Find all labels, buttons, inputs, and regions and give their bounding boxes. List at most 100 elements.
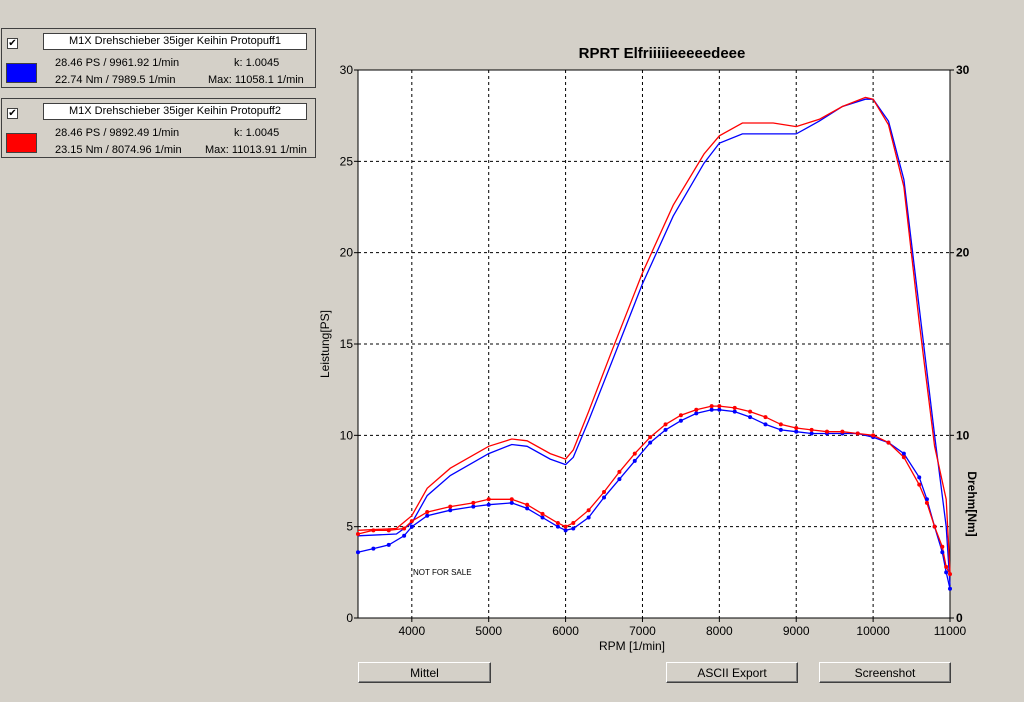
data-point xyxy=(563,528,568,533)
data-point xyxy=(778,422,783,427)
y2-tick-label: 10 xyxy=(956,428,970,442)
run-2-checkbox[interactable]: ✔ xyxy=(7,108,18,119)
y-tick-label: 25 xyxy=(340,154,354,168)
y-tick-label: 5 xyxy=(346,520,353,534)
data-point xyxy=(371,546,376,551)
data-point xyxy=(944,570,949,575)
data-point xyxy=(732,409,737,414)
data-point xyxy=(778,427,783,432)
data-point xyxy=(448,504,453,509)
data-point xyxy=(402,533,407,538)
x-tick-label: 11000 xyxy=(934,624,967,638)
data-point xyxy=(471,500,476,505)
run-1-power: 28.46 PS / 9961.92 1/min xyxy=(55,57,180,69)
run-2-k: k: 1.0045 xyxy=(234,127,280,139)
data-point xyxy=(586,508,591,513)
data-point xyxy=(924,497,929,502)
mittel-button[interactable]: Mittel xyxy=(358,662,491,683)
run-1-checkbox[interactable]: ✔ xyxy=(7,38,18,49)
data-point xyxy=(632,458,637,463)
data-point xyxy=(540,511,545,516)
data-point xyxy=(944,564,949,569)
x-tick-label: 9000 xyxy=(783,624,810,638)
data-point xyxy=(663,427,668,432)
run-1-name-field[interactable]: M1X Drehschieber 35iger Keihin Protopuff… xyxy=(43,33,307,50)
data-point xyxy=(901,451,906,456)
run-1-k: k: 1.0045 xyxy=(234,57,280,69)
data-point xyxy=(371,528,376,533)
run-1-color-swatch[interactable] xyxy=(6,63,37,83)
x-tick-label: 10000 xyxy=(856,624,890,638)
x-tick-label: 7000 xyxy=(629,624,656,638)
run-2-torque: 23.15 Nm / 8074.96 1/min xyxy=(55,144,182,156)
data-point xyxy=(471,504,476,509)
data-point xyxy=(717,407,722,412)
y2-tick-label: 0 xyxy=(956,611,963,625)
data-point xyxy=(509,497,514,502)
series-power-1 xyxy=(357,98,951,586)
run-panel-2: ✔ M1X Drehschieber 35iger Keihin Protopu… xyxy=(1,98,316,158)
y2-axis-label: Drehm[Nm] xyxy=(965,471,979,536)
data-point xyxy=(924,500,929,505)
data-point xyxy=(571,521,576,526)
data-point xyxy=(540,515,545,520)
data-point xyxy=(425,513,430,518)
data-point xyxy=(871,433,876,438)
screenshot-button[interactable]: Screenshot xyxy=(819,662,951,683)
data-point xyxy=(632,451,637,456)
data-point xyxy=(886,440,891,445)
run-2-color-swatch[interactable] xyxy=(6,133,37,153)
y-tick-label: 10 xyxy=(340,428,354,442)
y2-tick-label: 30 xyxy=(956,63,970,77)
data-point xyxy=(709,404,714,409)
data-point xyxy=(402,526,407,531)
x-axis-label: RPM [1/min] xyxy=(599,639,665,653)
data-point xyxy=(525,506,530,511)
run-1-max: Max: 11058.1 1/min xyxy=(208,74,304,86)
run-1-torque: 22.74 Nm / 7989.5 1/min xyxy=(55,74,176,86)
chart-title: RPRT Elfriiiiieeeeedeee xyxy=(579,45,746,62)
data-point xyxy=(763,422,768,427)
data-point xyxy=(694,407,699,412)
data-point xyxy=(648,435,653,440)
data-point xyxy=(356,531,360,536)
data-point xyxy=(840,429,845,434)
y-tick-label: 0 xyxy=(346,611,353,625)
data-point xyxy=(648,440,653,445)
data-point xyxy=(571,526,576,531)
data-point xyxy=(409,524,414,529)
data-point xyxy=(940,544,945,549)
run-2-power: 28.46 PS / 9892.49 1/min xyxy=(55,127,180,139)
axis-ticks: 4000 5000 6000 7000 8000 9000 10000 11000051015… xyxy=(340,63,970,638)
data-point xyxy=(855,431,860,436)
data-point xyxy=(356,550,360,555)
data-point xyxy=(748,415,753,420)
data-point xyxy=(663,422,668,427)
data-point xyxy=(525,502,530,507)
data-point xyxy=(386,542,391,547)
data-point xyxy=(425,510,430,515)
data-point xyxy=(409,519,414,524)
data-point xyxy=(694,411,699,416)
x-tick-label: 6000 xyxy=(552,624,579,638)
data-point xyxy=(586,515,591,520)
data-point xyxy=(617,477,622,482)
data-point xyxy=(794,429,799,434)
y-tick-label: 30 xyxy=(340,63,354,77)
y-tick-label: 20 xyxy=(340,246,354,260)
data-point xyxy=(809,427,814,432)
series-markers xyxy=(356,404,952,591)
run-2-max: Max: 11013.91 1/min xyxy=(205,144,307,156)
y-axis-label: Leistung[PS] xyxy=(318,310,332,378)
data-point xyxy=(602,489,607,494)
run-2-name-field[interactable]: M1X Drehschieber 35iger Keihin Protopuff… xyxy=(43,103,307,120)
data-point xyxy=(617,469,622,474)
data-point xyxy=(486,502,491,507)
data-point xyxy=(563,524,568,529)
series-power-2 xyxy=(357,96,951,573)
data-point xyxy=(917,482,922,487)
ascii-export-button[interactable]: ASCII Export xyxy=(666,662,798,683)
data-point xyxy=(678,418,683,423)
data-point xyxy=(948,586,952,591)
